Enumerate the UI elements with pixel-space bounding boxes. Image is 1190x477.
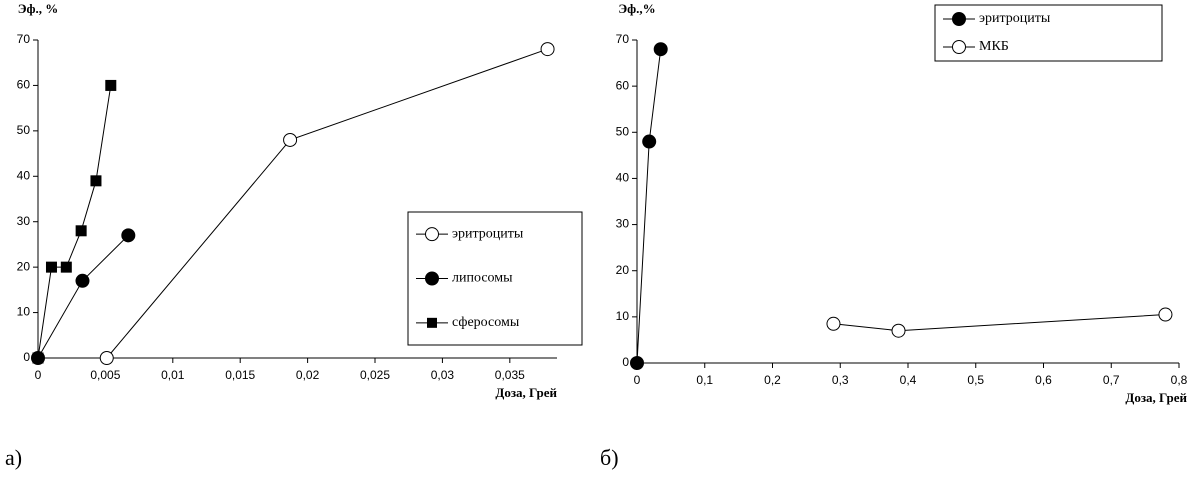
- x-tick-label: 0,4: [900, 373, 917, 387]
- y-tick-label: 10: [616, 309, 630, 323]
- legend-label: эритроциты: [979, 11, 1051, 26]
- x-tick-label: 0,2: [764, 373, 781, 387]
- marker: [891, 323, 906, 338]
- caption: б): [600, 445, 619, 470]
- series-line: [636, 49, 662, 364]
- x-tick-label: 0,7: [1103, 373, 1120, 387]
- y-tick-label: 0: [23, 350, 30, 364]
- y-tick-label: 40: [616, 171, 630, 185]
- y-tick-label: 0: [622, 355, 629, 369]
- y-axis-title: Эф., %: [18, 1, 59, 16]
- y-axis-title: Эф.,%: [618, 1, 655, 16]
- y-tick-label: 60: [17, 78, 31, 92]
- caption: а): [5, 445, 22, 470]
- y-tick-label: 40: [17, 168, 31, 182]
- x-axis-title: Доза, Грей: [1125, 390, 1187, 405]
- y-tick-label: 70: [17, 32, 31, 46]
- x-tick-label: 0,005: [90, 368, 120, 382]
- marker: [99, 351, 114, 365]
- marker: [1158, 307, 1173, 322]
- legend-marker: [427, 317, 437, 328]
- marker: [121, 228, 136, 243]
- y-tick-label: 10: [17, 305, 31, 319]
- series-line: [37, 85, 112, 359]
- x-tick-label: 0: [35, 368, 42, 382]
- legend-label: липосомы: [452, 271, 513, 286]
- series-line: [37, 234, 129, 359]
- x-tick-label: 0,015: [225, 368, 255, 382]
- x-tick-label: 0,03: [431, 368, 455, 382]
- legend-label: МКБ: [979, 39, 1009, 54]
- x-tick-label: 0,8: [1171, 373, 1188, 387]
- series-line: [833, 314, 1166, 332]
- y-tick-label: 30: [616, 217, 630, 231]
- marker: [653, 42, 668, 57]
- y-tick-label: 50: [17, 123, 31, 137]
- marker: [32, 352, 44, 364]
- y-tick-label: 70: [616, 32, 630, 46]
- y-tick-label: 20: [17, 259, 31, 273]
- legend-box: [934, 4, 1163, 62]
- marker: [60, 261, 72, 273]
- legend-label: эритроциты: [452, 226, 524, 241]
- legend-marker: [952, 40, 966, 54]
- legend-marker: [425, 271, 439, 286]
- x-tick-label: 0,035: [495, 368, 525, 382]
- y-tick-label: 20: [616, 263, 630, 277]
- y-tick-label: 30: [17, 214, 31, 228]
- marker: [642, 134, 657, 149]
- marker: [826, 316, 841, 331]
- legend-label: сферосомы: [452, 315, 520, 330]
- x-tick-label: 0,6: [1035, 373, 1052, 387]
- marker: [75, 273, 90, 288]
- marker: [630, 356, 644, 370]
- y-tick-label: 50: [616, 124, 630, 138]
- x-tick-label: 0,02: [296, 368, 320, 382]
- x-tick-label: 0,01: [161, 368, 185, 382]
- x-tick-label: 0,5: [967, 373, 984, 387]
- x-axis-title: Доза, Грей: [495, 385, 557, 400]
- legend-marker: [952, 12, 966, 26]
- x-tick-label: 0,025: [360, 368, 390, 382]
- x-tick-label: 0: [634, 373, 641, 387]
- marker: [105, 79, 117, 91]
- marker: [75, 225, 87, 237]
- marker: [283, 132, 298, 147]
- marker: [540, 42, 555, 57]
- x-tick-label: 0,3: [832, 373, 849, 387]
- x-tick-label: 0,1: [696, 373, 713, 387]
- marker: [45, 261, 57, 273]
- marker: [90, 175, 102, 187]
- legend-marker: [425, 227, 439, 242]
- y-tick-label: 60: [616, 78, 630, 92]
